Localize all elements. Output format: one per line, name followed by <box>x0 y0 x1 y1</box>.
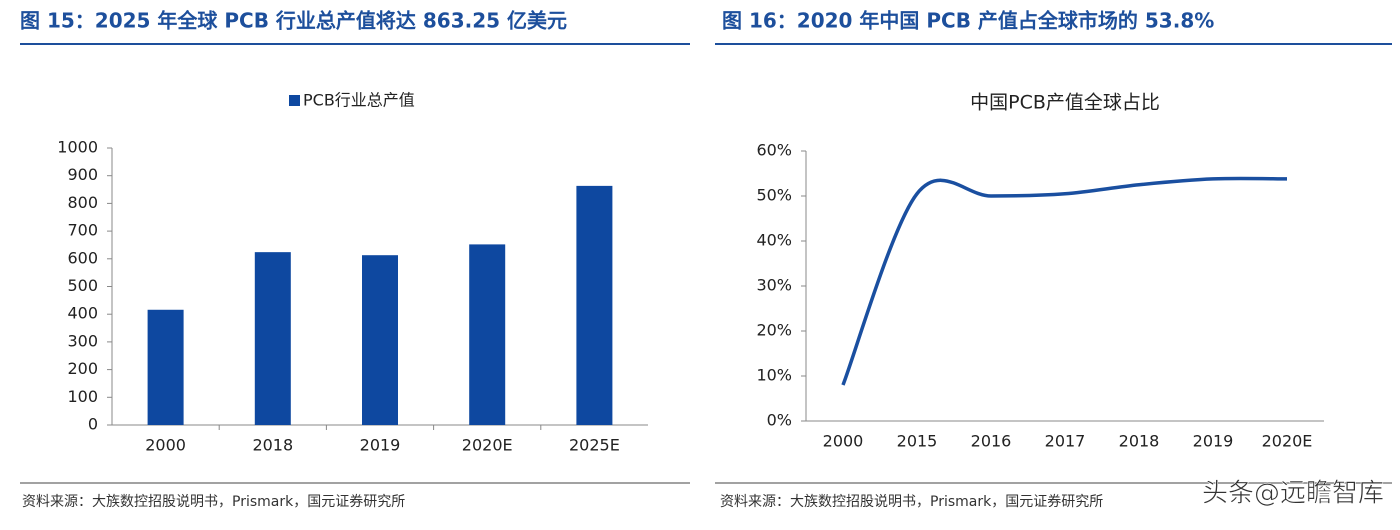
x-tick-label: 2018 <box>1119 432 1160 451</box>
y-tick-label: 10% <box>756 366 792 385</box>
y-tick-label: 300 <box>67 331 98 350</box>
y-tick-label: 700 <box>67 221 98 240</box>
x-tick-label: 2025E <box>569 436 620 455</box>
legend-label: PCB行业总产值 <box>303 91 415 110</box>
bar <box>147 309 184 425</box>
x-tick-label: 2000 <box>145 436 186 455</box>
y-tick-label: 600 <box>67 248 98 267</box>
bar <box>576 185 613 425</box>
y-tick-label: 900 <box>67 165 98 184</box>
x-tick-label: 2020E <box>1262 432 1313 451</box>
x-tick-label: 2019 <box>360 436 401 455</box>
figure-title: 图 16：2020 年中国 PCB 产值占全球市场的 53.8% <box>722 9 1214 33</box>
source: 资料来源：大族数控招股说明书，Prismark，国元证券研究所 <box>720 494 1103 510</box>
y-tick-label: 100 <box>67 387 98 406</box>
bar <box>362 255 398 425</box>
y-tick-label: 0 <box>88 415 98 434</box>
y-tick-label: 800 <box>67 193 98 212</box>
x-tick-label: 2017 <box>1045 432 1086 451</box>
bar <box>469 244 506 425</box>
y-tick-label: 1000 <box>57 138 98 157</box>
y-tick-label: 20% <box>756 321 792 340</box>
watermark: 头条@远瞻智库 <box>1202 479 1384 509</box>
y-tick-label: 60% <box>756 141 792 160</box>
x-tick-label: 2016 <box>971 432 1012 451</box>
y-tick-label: 30% <box>756 276 792 295</box>
bar <box>254 252 291 425</box>
x-tick-label: 2018 <box>252 436 293 455</box>
source: 资料来源：大族数控招股说明书，Prismark，国元证券研究所 <box>22 494 405 510</box>
x-tick-label: 2000 <box>823 432 864 451</box>
y-tick-label: 50% <box>756 186 792 205</box>
line <box>841 176 1288 386</box>
y-tick-label: 40% <box>756 231 792 250</box>
legend-swatch <box>289 95 300 106</box>
y-tick-label: 500 <box>67 276 98 295</box>
y-tick-label: 200 <box>67 359 98 378</box>
figure-title: 图 15：2025 年全球 PCB 行业总产值将达 863.25 亿美元 <box>20 9 567 33</box>
x-tick-label: 2019 <box>1193 432 1234 451</box>
y-tick-label: 400 <box>67 304 98 323</box>
chart-subtitle: 中国PCB产值全球占比 <box>970 92 1160 114</box>
x-tick-label: 2020E <box>462 436 513 455</box>
y-tick-label: 0% <box>767 411 792 430</box>
x-tick-label: 2015 <box>897 432 938 451</box>
